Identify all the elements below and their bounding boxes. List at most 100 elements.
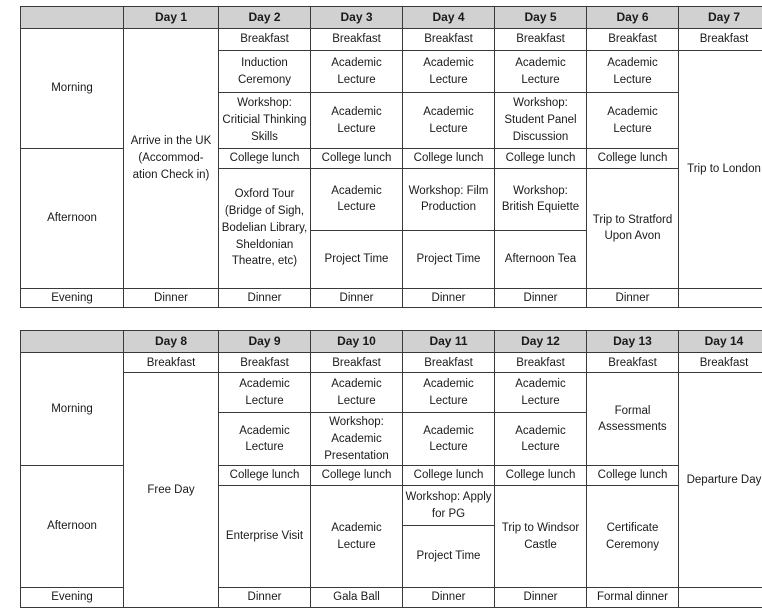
tables-container: Day 1 Day 2 Day 3 Day 4 Day 5 Day 6 Day 7 Morni… <box>20 6 762 608</box>
day12-breakfast: Breakfast <box>494 352 587 374</box>
day13-breakfast: Breakfast <box>586 352 679 374</box>
day6-trip: Trip to Stratford Upon Avon <box>586 167 679 289</box>
day6-lunch: College lunch <box>586 148 679 169</box>
day9-morning-1: Academic Lecture <box>218 372 311 414</box>
day-header-day-1: Day 1 <box>123 6 219 29</box>
day3-afternoon-2: Project Time <box>310 229 403 289</box>
day-header-day-3: Day 3 <box>310 6 403 29</box>
day-header-day-13: Day 13 <box>586 330 679 354</box>
day11-breakfast: Breakfast <box>402 352 495 374</box>
day10-evening: Gala Ball <box>310 587 403 608</box>
day-header-day-14: Day 14 <box>678 330 762 354</box>
table-row: Evening Dinner Dinner Dinner Dinner Dinner Din… <box>20 287 762 309</box>
day12-morning-1: Academic Lecture <box>494 372 587 414</box>
day-header-day-2: Day 2 <box>218 6 311 29</box>
day11-lunch: College lunch <box>402 465 495 487</box>
day13-ceremony: Certificate Ceremony <box>586 485 679 589</box>
table-row: Morning Breakfast Breakfast Breakfast Breakf… <box>20 352 762 467</box>
day4-afternoon-2: Project Time <box>402 229 495 289</box>
corner-header-cell <box>20 6 124 29</box>
day-header-day-4: Day 4 <box>402 6 495 29</box>
day12-lunch: College lunch <box>494 465 587 487</box>
day2-breakfast: Breakfast <box>218 28 311 51</box>
day3-morning-2: Academic Lecture <box>310 92 403 149</box>
day13-assessments: Formal Assessments <box>586 372 679 467</box>
day3-evening: Dinner <box>218 287 311 309</box>
day9-lunch: College lunch <box>218 465 311 487</box>
table-row: Enterprise Visit Academic Lecture Workshop… <box>21 485 762 589</box>
day4-morning-1: Academic Lecture <box>402 50 495 93</box>
day14-departure: Departure Day <box>678 372 762 589</box>
day11-afternoon-1: Workshop: Apply for PG <box>402 485 495 527</box>
day9-evening: Dinner <box>218 587 311 608</box>
day8-free-day: Free Day <box>123 372 219 608</box>
day6-breakfast: Breakfast <box>586 28 679 51</box>
period-label-morning: Morning <box>20 352 124 467</box>
day3-lunch: College lunch <box>310 148 403 169</box>
table-row: Afternoon College lunch College lunch Colle… <box>20 465 762 589</box>
day5-afternoon-2: Afternoon Tea <box>494 229 587 289</box>
table-row: Afternoon College lunch College lunch Colle… <box>20 148 762 289</box>
day9-morning-2: Academic Lecture <box>218 412 311 467</box>
day-header-day-8: Day 8 <box>123 330 219 354</box>
day10-morning-2: Workshop: Academic Presentation <box>310 412 403 467</box>
day11-evening: Dinner <box>402 587 495 608</box>
day2-evening: Dinner <box>123 287 219 309</box>
day-header-day-9: Day 9 <box>218 330 311 354</box>
day4-lunch: College lunch <box>402 148 495 169</box>
header-row: Day 1 Day 2 Day 3 Day 4 Day 5 Day 6 Day 7 <box>20 6 762 29</box>
day3-morning-1: Academic Lecture <box>310 50 403 93</box>
day5-afternoon-1: Workshop: British Equiette <box>494 167 587 231</box>
day3-afternoon-1: Academic Lecture <box>310 167 403 231</box>
day2-afternoon: Oxford Tour (Bridge of Sigh, Bodelian Li… <box>218 167 311 289</box>
day5-evening: Dinner <box>402 287 495 309</box>
corner-header-cell <box>20 330 124 354</box>
day10-lunch: College lunch <box>310 465 403 487</box>
day9-breakfast: Breakfast <box>218 352 311 374</box>
day14-breakfast: Breakfast <box>678 352 762 374</box>
day4-evening: Dinner <box>310 287 403 309</box>
day11-afternoon-2: Project Time <box>402 525 495 589</box>
day9-afternoon: Enterprise Visit <box>218 485 311 589</box>
day5-morning-1: Academic Lecture <box>494 50 587 93</box>
day12-trip: Trip to Windsor Castle <box>494 485 587 589</box>
day4-afternoon-1: Workshop: Film Production <box>402 167 495 231</box>
table-row: Induction Ceremony Academic Lecture Academ… <box>21 50 762 289</box>
day6-evening: Dinner <box>494 287 587 309</box>
day10-morning-1: Academic Lecture <box>310 372 403 414</box>
day8-breakfast: Breakfast <box>123 352 219 374</box>
table-row: Project Time <box>21 525 762 589</box>
day4-morning-2: Academic Lecture <box>402 92 495 149</box>
day7-breakfast: Breakfast <box>678 28 762 51</box>
day-header-day-10: Day 10 <box>310 330 403 354</box>
day5-morning-2: Workshop: Student Panel Discussion <box>494 92 587 149</box>
schedule-table-week-two: Day 8 Day 9 Day 10 Day 11 Day 12 Day 13 Day 14… <box>20 330 762 608</box>
period-label-evening: Evening <box>20 287 124 309</box>
schedule-table-week-one: Day 1 Day 2 Day 3 Day 4 Day 5 Day 6 Day 7 Morni… <box>20 6 762 309</box>
day6-morning-2: Academic Lecture <box>586 92 679 149</box>
table-row: Morning Arrive in the UK (Accommod-ation … <box>20 28 762 289</box>
table-row: Workshop: Criticial Thinking Skills Acade… <box>21 92 762 149</box>
period-label-afternoon: Afternoon <box>20 148 124 289</box>
day-header-day-5: Day 5 <box>494 6 587 29</box>
table-spacer <box>20 308 754 330</box>
day12-evening: Dinner <box>494 587 587 608</box>
day13-evening: Formal dinner <box>586 587 679 608</box>
day12-morning-2: Academic Lecture <box>494 412 587 467</box>
day10-afternoon: Academic Lecture <box>310 485 403 589</box>
period-label-morning: Morning <box>20 28 124 149</box>
day11-morning-1: Academic Lecture <box>402 372 495 414</box>
day7-evening: Dinner <box>586 287 679 309</box>
day-header-day-12: Day 12 <box>494 330 587 354</box>
day1-arrival: Arrive in the UK (Accommod-ation Check i… <box>123 28 219 289</box>
day10-breakfast: Breakfast <box>310 352 403 374</box>
day2-lunch: College lunch <box>218 148 311 169</box>
day5-breakfast: Breakfast <box>494 28 587 51</box>
day-header-day-11: Day 11 <box>402 330 495 354</box>
table-row: Evening Dinner Gala Ball Dinner Dinner Formal… <box>20 587 762 608</box>
day2-morning-2: Workshop: Criticial Thinking Skills <box>218 92 311 149</box>
day5-lunch: College lunch <box>494 148 587 169</box>
header-row: Day 8 Day 9 Day 10 Day 11 Day 12 Day 13 Day 14 <box>20 330 762 354</box>
table-row: Academic Lecture Workshop: Academic Prese… <box>21 412 762 467</box>
